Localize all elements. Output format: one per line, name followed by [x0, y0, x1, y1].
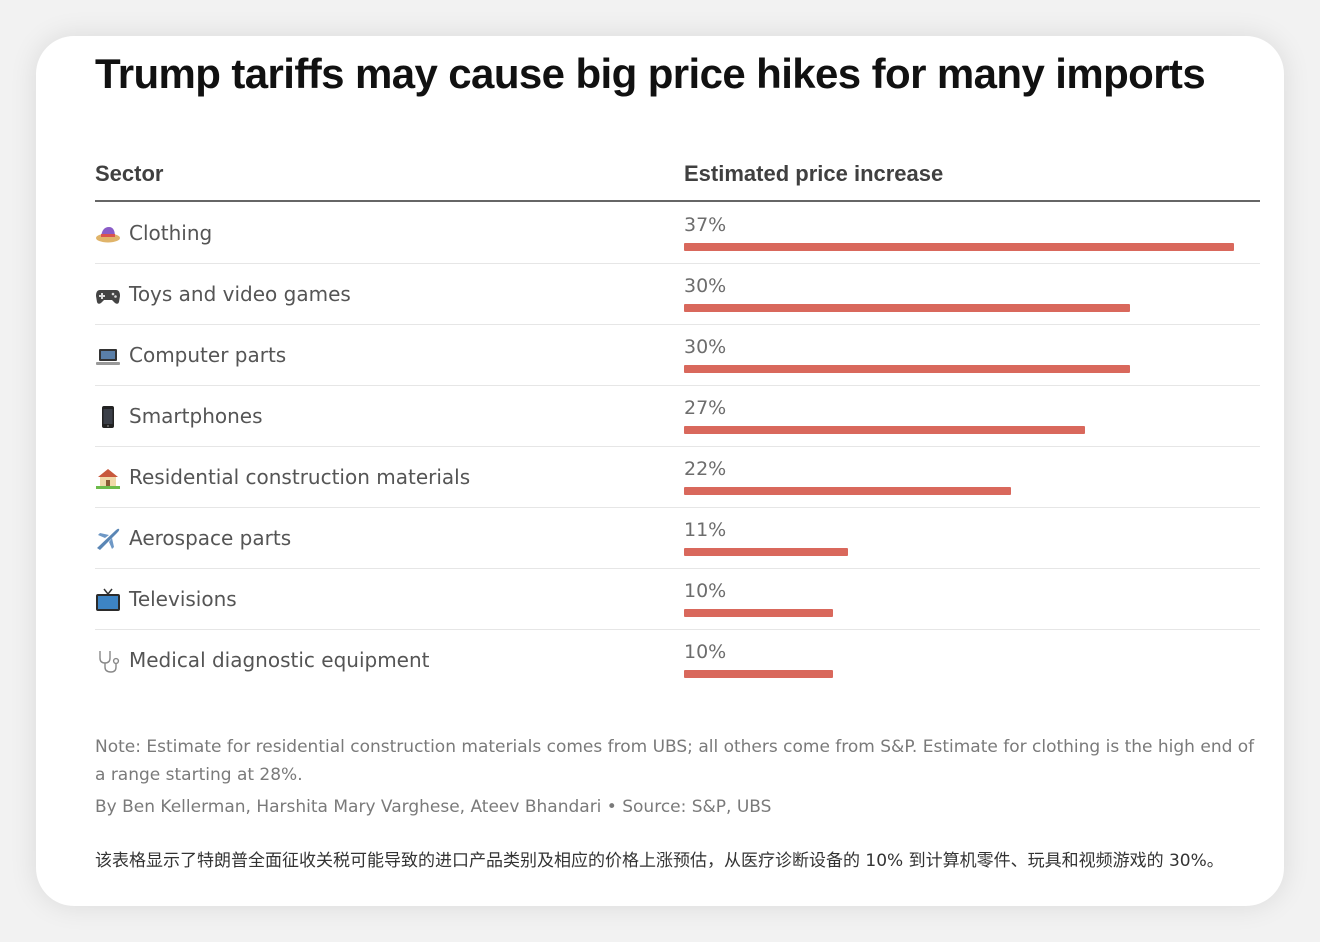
table-row: Toys and video games 30% — [95, 263, 1260, 325]
value-label: 37% — [684, 214, 727, 236]
sector-label: Medical diagnostic equipment — [129, 648, 430, 672]
sector-label: Computer parts — [129, 343, 287, 367]
bar — [684, 426, 1085, 434]
sector-label: Smartphones — [129, 404, 263, 428]
table-row: Medical diagnostic equipment 10% — [95, 629, 1260, 690]
bar — [684, 243, 1234, 251]
bar — [684, 609, 833, 617]
value-label: 30% — [684, 336, 727, 358]
value-label: 27% — [684, 397, 727, 419]
airplane-icon — [95, 526, 121, 552]
value-label: 11% — [684, 519, 727, 541]
sector-label: Aerospace parts — [129, 526, 292, 550]
bar — [684, 304, 1130, 312]
value-label: 10% — [684, 580, 727, 602]
bar — [684, 365, 1130, 373]
table-row: Televisions 10% — [95, 568, 1260, 630]
table-row: Smartphones 27% — [95, 385, 1260, 447]
television-icon — [95, 587, 121, 613]
header-divider — [95, 200, 1260, 202]
stethoscope-icon — [95, 648, 121, 674]
table-row: Residential construction materials 22% — [95, 446, 1260, 508]
game-controller-icon — [95, 282, 121, 308]
bar — [684, 670, 833, 678]
chart-byline: By Ben Kellerman, Harshita Mary Varghese… — [95, 797, 772, 817]
hat-icon — [95, 221, 121, 247]
price-increase-column-header: Estimated price increase — [684, 161, 944, 186]
sector-label: Residential construction materials — [129, 465, 471, 489]
sector-label: Toys and video games — [129, 282, 351, 306]
value-label: 30% — [684, 275, 727, 297]
chart-note: Note: Estimate for residential construct… — [95, 737, 1255, 785]
house-icon — [95, 465, 121, 491]
table-row: Computer parts 30% — [95, 324, 1260, 386]
table-row: Clothing 37% — [95, 202, 1260, 264]
value-label: 22% — [684, 458, 727, 480]
chart-card: Trump tariffs may cause big price hikes … — [36, 36, 1284, 906]
table-row: Aerospace parts 11% — [95, 507, 1260, 569]
bar — [684, 548, 848, 556]
sector-label: Televisions — [129, 587, 237, 611]
chart-title: Trump tariffs may cause big price hikes … — [95, 50, 1206, 97]
sector-column-header: Sector — [95, 161, 164, 186]
sector-label: Clothing — [129, 221, 213, 245]
smartphone-icon — [95, 404, 121, 430]
value-label: 10% — [684, 641, 727, 663]
laptop-icon — [95, 343, 121, 369]
bar — [684, 487, 1011, 495]
chart-caption: 该表格显示了特朗普全面征收关税可能导致的进口产品类别及相应的价格上涨预估，从医疗… — [95, 851, 1224, 871]
